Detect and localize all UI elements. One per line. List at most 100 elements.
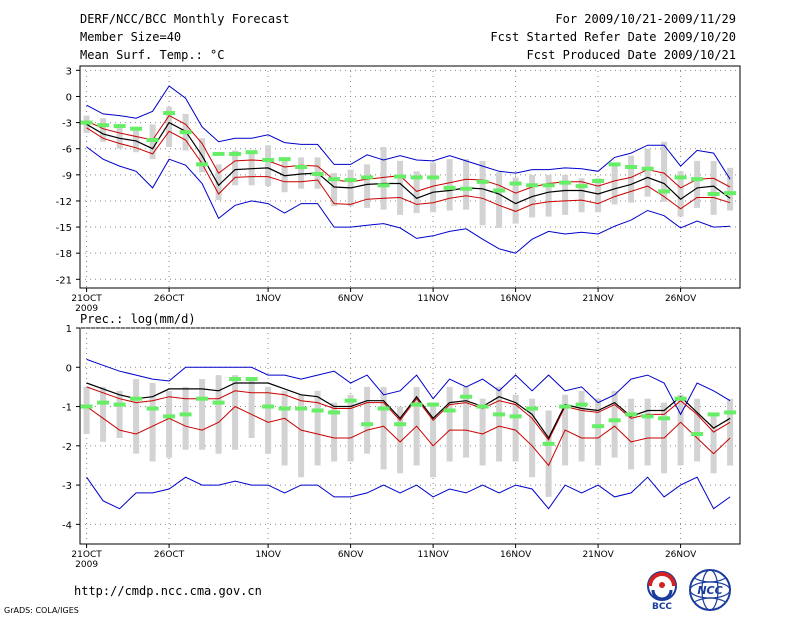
ensemble-envelope-line	[86, 358, 731, 416]
observation-marker	[658, 416, 671, 421]
x-tick-label: 26NOV	[665, 294, 697, 304]
y-tick-label: 1	[66, 324, 72, 335]
member-range-bar	[133, 379, 140, 454]
chart-title: DERF/NCC/BCC Monthly Forecast	[80, 12, 290, 26]
observation-marker	[196, 396, 209, 401]
panel-precipitation: 1 0 -1 -2 -3 -4 21OCT 26OCT 1NOV 6NOV 11NOV 16NOV 21…	[62, 324, 741, 570]
member-range-bar	[562, 174, 569, 215]
climatology-line	[86, 114, 731, 194]
observation-marker	[592, 424, 605, 429]
source-url[interactable]: http://cmdp.ncc.cma.gov.cn	[74, 584, 262, 598]
observation-marker	[377, 406, 390, 411]
observation-marker	[460, 186, 473, 191]
observation-marker	[113, 124, 126, 129]
member-range-bar	[545, 410, 552, 497]
member-range-bar	[430, 162, 437, 213]
observation-marker	[377, 183, 390, 188]
observation-marker	[410, 175, 423, 180]
ncc-logo-icon: NCC	[689, 569, 731, 611]
observation-marker	[559, 404, 572, 409]
member-range-bar	[281, 390, 288, 466]
grads-credit: GrADS: COLA/IGES	[4, 606, 79, 615]
observation-marker	[196, 162, 209, 167]
x-tick-label: 1NOV	[255, 294, 281, 304]
member-range-bar	[298, 157, 305, 189]
observation-marker	[559, 180, 572, 185]
y-tick-label: 0	[66, 92, 72, 103]
observation-marker	[394, 174, 407, 179]
member-range-bar	[364, 164, 371, 208]
ensemble-envelope-line	[86, 85, 731, 180]
member-range-bar	[727, 398, 734, 466]
x-tick-label: 26OCT	[154, 550, 185, 560]
member-range-bar	[710, 414, 717, 474]
member-range-bar	[166, 390, 173, 458]
observation-marker	[509, 414, 522, 419]
x-tick-label: 16NOV	[500, 294, 532, 304]
x-tick-label: 11NOV	[417, 294, 449, 304]
x-tick-label: 21OCT	[71, 294, 102, 304]
observation-marker	[113, 402, 126, 407]
member-range-bar	[265, 145, 272, 187]
member-range-bar	[727, 167, 734, 211]
observation-marker	[179, 412, 192, 417]
member-range-bar	[199, 379, 206, 450]
observation-marker	[641, 166, 654, 171]
observation-marker	[295, 164, 308, 169]
member-range-bar	[512, 177, 519, 224]
member-range-bar	[364, 386, 371, 454]
observation-marker	[245, 377, 258, 382]
plot-frame	[79, 327, 741, 545]
member-range-bar	[83, 386, 90, 435]
member-range-bar	[529, 398, 536, 478]
observation-marker	[707, 191, 720, 196]
climatology-line	[86, 127, 731, 212]
member-range-bar	[479, 398, 486, 466]
y-tick-label: -21	[56, 275, 72, 286]
member-range-bar	[248, 379, 255, 438]
ncc-logo-text: NCC	[697, 584, 722, 597]
member-range-bar	[430, 402, 437, 478]
observation-marker	[592, 178, 605, 183]
observation-marker	[526, 183, 539, 188]
x-year-label: 2009	[75, 560, 98, 570]
member-range-bar	[331, 173, 338, 207]
observation-marker	[262, 404, 275, 409]
member-range-bar	[628, 398, 635, 470]
observation-marker	[608, 418, 621, 423]
member-range-bar	[611, 390, 618, 458]
observation-marker	[509, 181, 522, 186]
observation-marker	[575, 402, 588, 407]
member-range-bar	[413, 171, 420, 214]
member-range-bar	[479, 160, 486, 226]
member-range-bar	[611, 163, 618, 205]
member-range-bar	[380, 146, 387, 210]
observation-marker	[80, 404, 93, 409]
observation-marker	[427, 175, 440, 180]
member-range-bar	[215, 164, 222, 201]
observation-marker	[97, 123, 110, 128]
observation-marker	[707, 412, 720, 417]
forecast-started-date: Fcst Started Refer Date 2009/10/20	[490, 30, 736, 44]
y-tick-label: -6	[62, 145, 72, 156]
member-range-bar	[644, 148, 651, 197]
member-range-bar	[496, 386, 503, 462]
member-range-bar	[182, 386, 189, 450]
observation-marker	[146, 406, 159, 411]
observation-marker	[163, 111, 176, 116]
member-range-bar	[463, 386, 470, 458]
member-range-bar	[397, 406, 404, 474]
y-tick-label: -4	[62, 520, 72, 531]
member-range-bar	[694, 160, 701, 208]
y-tick-label: -3	[62, 481, 72, 492]
observation-marker	[410, 402, 423, 407]
member-range-bar	[232, 150, 239, 186]
observation-marker	[674, 396, 687, 401]
member-range-bar	[298, 394, 305, 478]
member-range-bar	[215, 375, 222, 454]
observation-marker	[724, 191, 737, 196]
x-tick-label: 1NOV	[255, 550, 281, 560]
observation-marker	[476, 404, 489, 409]
climatology-line	[86, 386, 731, 441]
